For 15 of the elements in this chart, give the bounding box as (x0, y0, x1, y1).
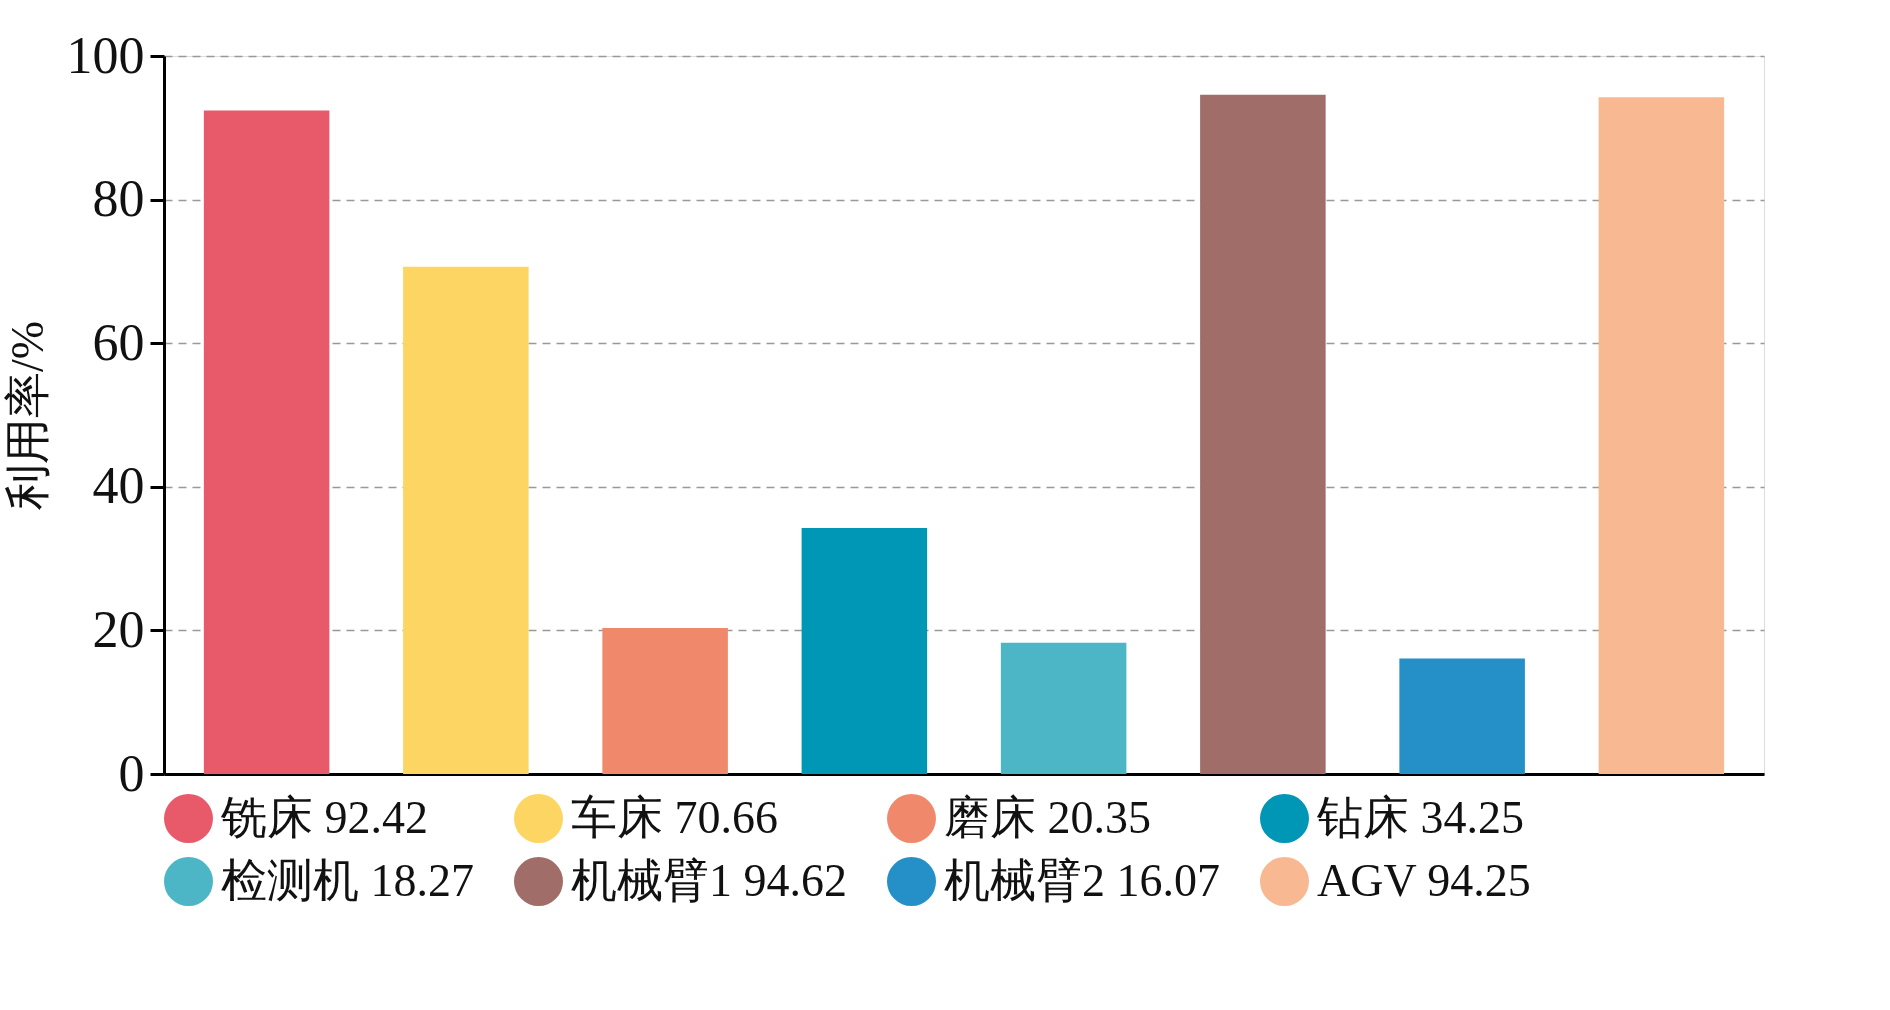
legend-label: 磨床 20.35 (944, 791, 1151, 843)
legend-label: 钻床 34.25 (1316, 791, 1524, 843)
y-tick-label: 40 (92, 457, 145, 515)
legend-label: AGV 94.25 (1317, 854, 1531, 906)
y-axis-title: 利用率/% (1, 320, 53, 511)
y-tick-label: 100 (66, 26, 145, 84)
y-tick-label: 60 (92, 313, 145, 371)
legend-label: 机械臂1 94.62 (571, 854, 847, 906)
y-tick-label: 80 (92, 170, 145, 228)
legend-label: 检测机 18.27 (221, 854, 474, 906)
legend-label: 车床 70.66 (571, 791, 778, 843)
legend-label: 机械臂2 16.07 (944, 854, 1220, 906)
legend-label: 铣床 92.42 (220, 791, 428, 843)
y-tick-label: 0 (118, 744, 145, 802)
y-tick-label: 20 (92, 600, 145, 658)
